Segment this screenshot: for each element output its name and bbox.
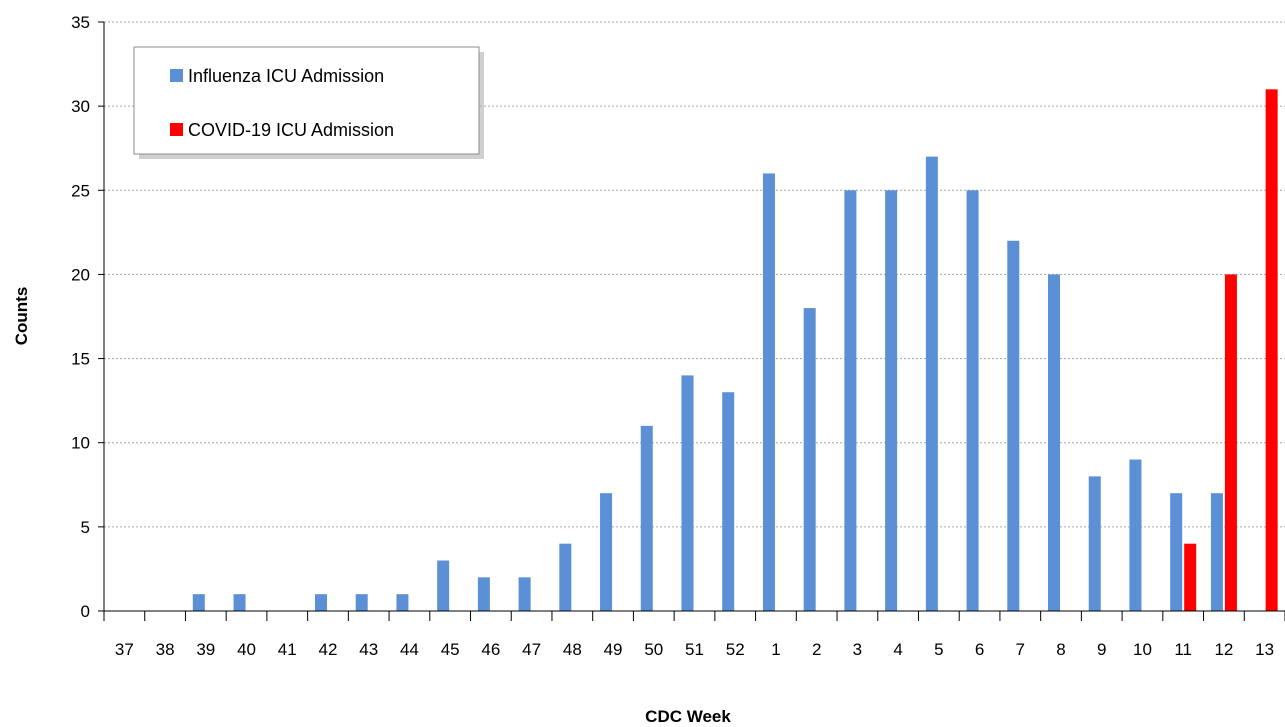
bar-influenza	[1088, 476, 1101, 611]
x-tick-label: 46	[481, 640, 500, 659]
bars	[192, 89, 1278, 612]
bar-influenza	[885, 190, 898, 612]
x-tick-label: 48	[563, 640, 582, 659]
legend-swatch-influenza	[170, 69, 183, 82]
y-tick-label: 5	[81, 518, 90, 537]
bar-covid	[1184, 543, 1197, 611]
bar-influenza	[844, 190, 857, 612]
bar-influenza	[1129, 459, 1142, 611]
legend-swatch-covid	[170, 123, 183, 136]
x-tick-label: 52	[726, 640, 745, 659]
y-tick-labels: 0 5 10 15 20 25 30 35	[71, 13, 90, 621]
x-tick-labels: 37 38 39 40 41 42 43 44 45 46 47 48 49 50 51 52 1 2 3 4 5 6 7 8…	[115, 640, 1274, 659]
bar-influenza	[1007, 240, 1020, 611]
x-axis-title: CDC Week	[645, 707, 731, 726]
bar-influenza	[355, 594, 368, 611]
gridlines	[104, 21, 1285, 528]
y-tick-label: 25	[71, 181, 90, 200]
legend: Influenza ICU Admission COVID-19 ICU Adm…	[133, 46, 484, 159]
x-tick-label: 42	[319, 640, 338, 659]
bar-influenza	[477, 577, 490, 611]
x-tick-label: 5	[934, 640, 943, 659]
bar-influenza	[1210, 493, 1223, 611]
y-tick-label: 0	[81, 602, 90, 621]
x-tick-label: 39	[196, 640, 215, 659]
legend-label-influenza: Influenza ICU Admission	[188, 66, 384, 86]
x-tick-label: 44	[400, 640, 419, 659]
bar-influenza	[396, 594, 409, 611]
bar-influenza	[314, 594, 327, 611]
bar-influenza	[722, 392, 735, 611]
x-tick-label: 43	[359, 640, 378, 659]
bar-influenza	[192, 594, 205, 611]
y-tick-label: 15	[71, 350, 90, 369]
x-tick-label: 3	[853, 640, 862, 659]
bar-influenza	[437, 560, 450, 611]
x-tick-label: 49	[604, 640, 623, 659]
x-tick-label: 4	[893, 640, 902, 659]
bar-influenza	[925, 156, 938, 611]
bar-influenza	[681, 375, 694, 611]
bar-influenza	[559, 543, 572, 611]
x-tick-label: 50	[644, 640, 663, 659]
bar-covid	[1224, 274, 1237, 611]
x-tick-label: 7	[1016, 640, 1025, 659]
bar-influenza	[803, 308, 816, 611]
x-tick-label: 9	[1097, 640, 1106, 659]
x-tick-label: 13	[1255, 640, 1274, 659]
y-tick-label: 10	[71, 434, 90, 453]
bar-influenza	[762, 173, 775, 611]
x-tick-label: 47	[522, 640, 541, 659]
bar-covid	[1265, 89, 1278, 612]
x-tick-label: 40	[237, 640, 256, 659]
x-tick-label: 10	[1133, 640, 1152, 659]
x-tick-label: 37	[115, 640, 134, 659]
bar-influenza	[233, 594, 246, 611]
x-tick-label: 8	[1056, 640, 1065, 659]
legend-label-covid: COVID-19 ICU Admission	[188, 120, 394, 140]
x-tick-label: 6	[975, 640, 984, 659]
bar-influenza	[640, 425, 653, 611]
x-tick-label: 41	[278, 640, 297, 659]
x-tick-label: 38	[156, 640, 175, 659]
x-tick-label: 2	[812, 640, 821, 659]
legend-box	[133, 46, 480, 155]
bar-influenza	[518, 577, 531, 611]
x-tick-label: 12	[1214, 640, 1233, 659]
x-tick-label: 45	[441, 640, 460, 659]
y-tick-label: 30	[71, 97, 90, 116]
y-axis-title: Counts	[12, 287, 31, 346]
x-tick-label: 11	[1174, 640, 1192, 659]
bar-influenza	[600, 493, 613, 611]
bar-influenza	[1048, 274, 1061, 611]
axes	[98, 21, 1285, 621]
x-tick-label: 51	[685, 640, 704, 659]
bar-influenza	[1170, 493, 1183, 611]
x-tick-label: 1	[771, 640, 780, 659]
bar-influenza	[966, 190, 979, 612]
y-tick-label: 20	[71, 265, 90, 284]
y-tick-label: 35	[71, 13, 90, 32]
